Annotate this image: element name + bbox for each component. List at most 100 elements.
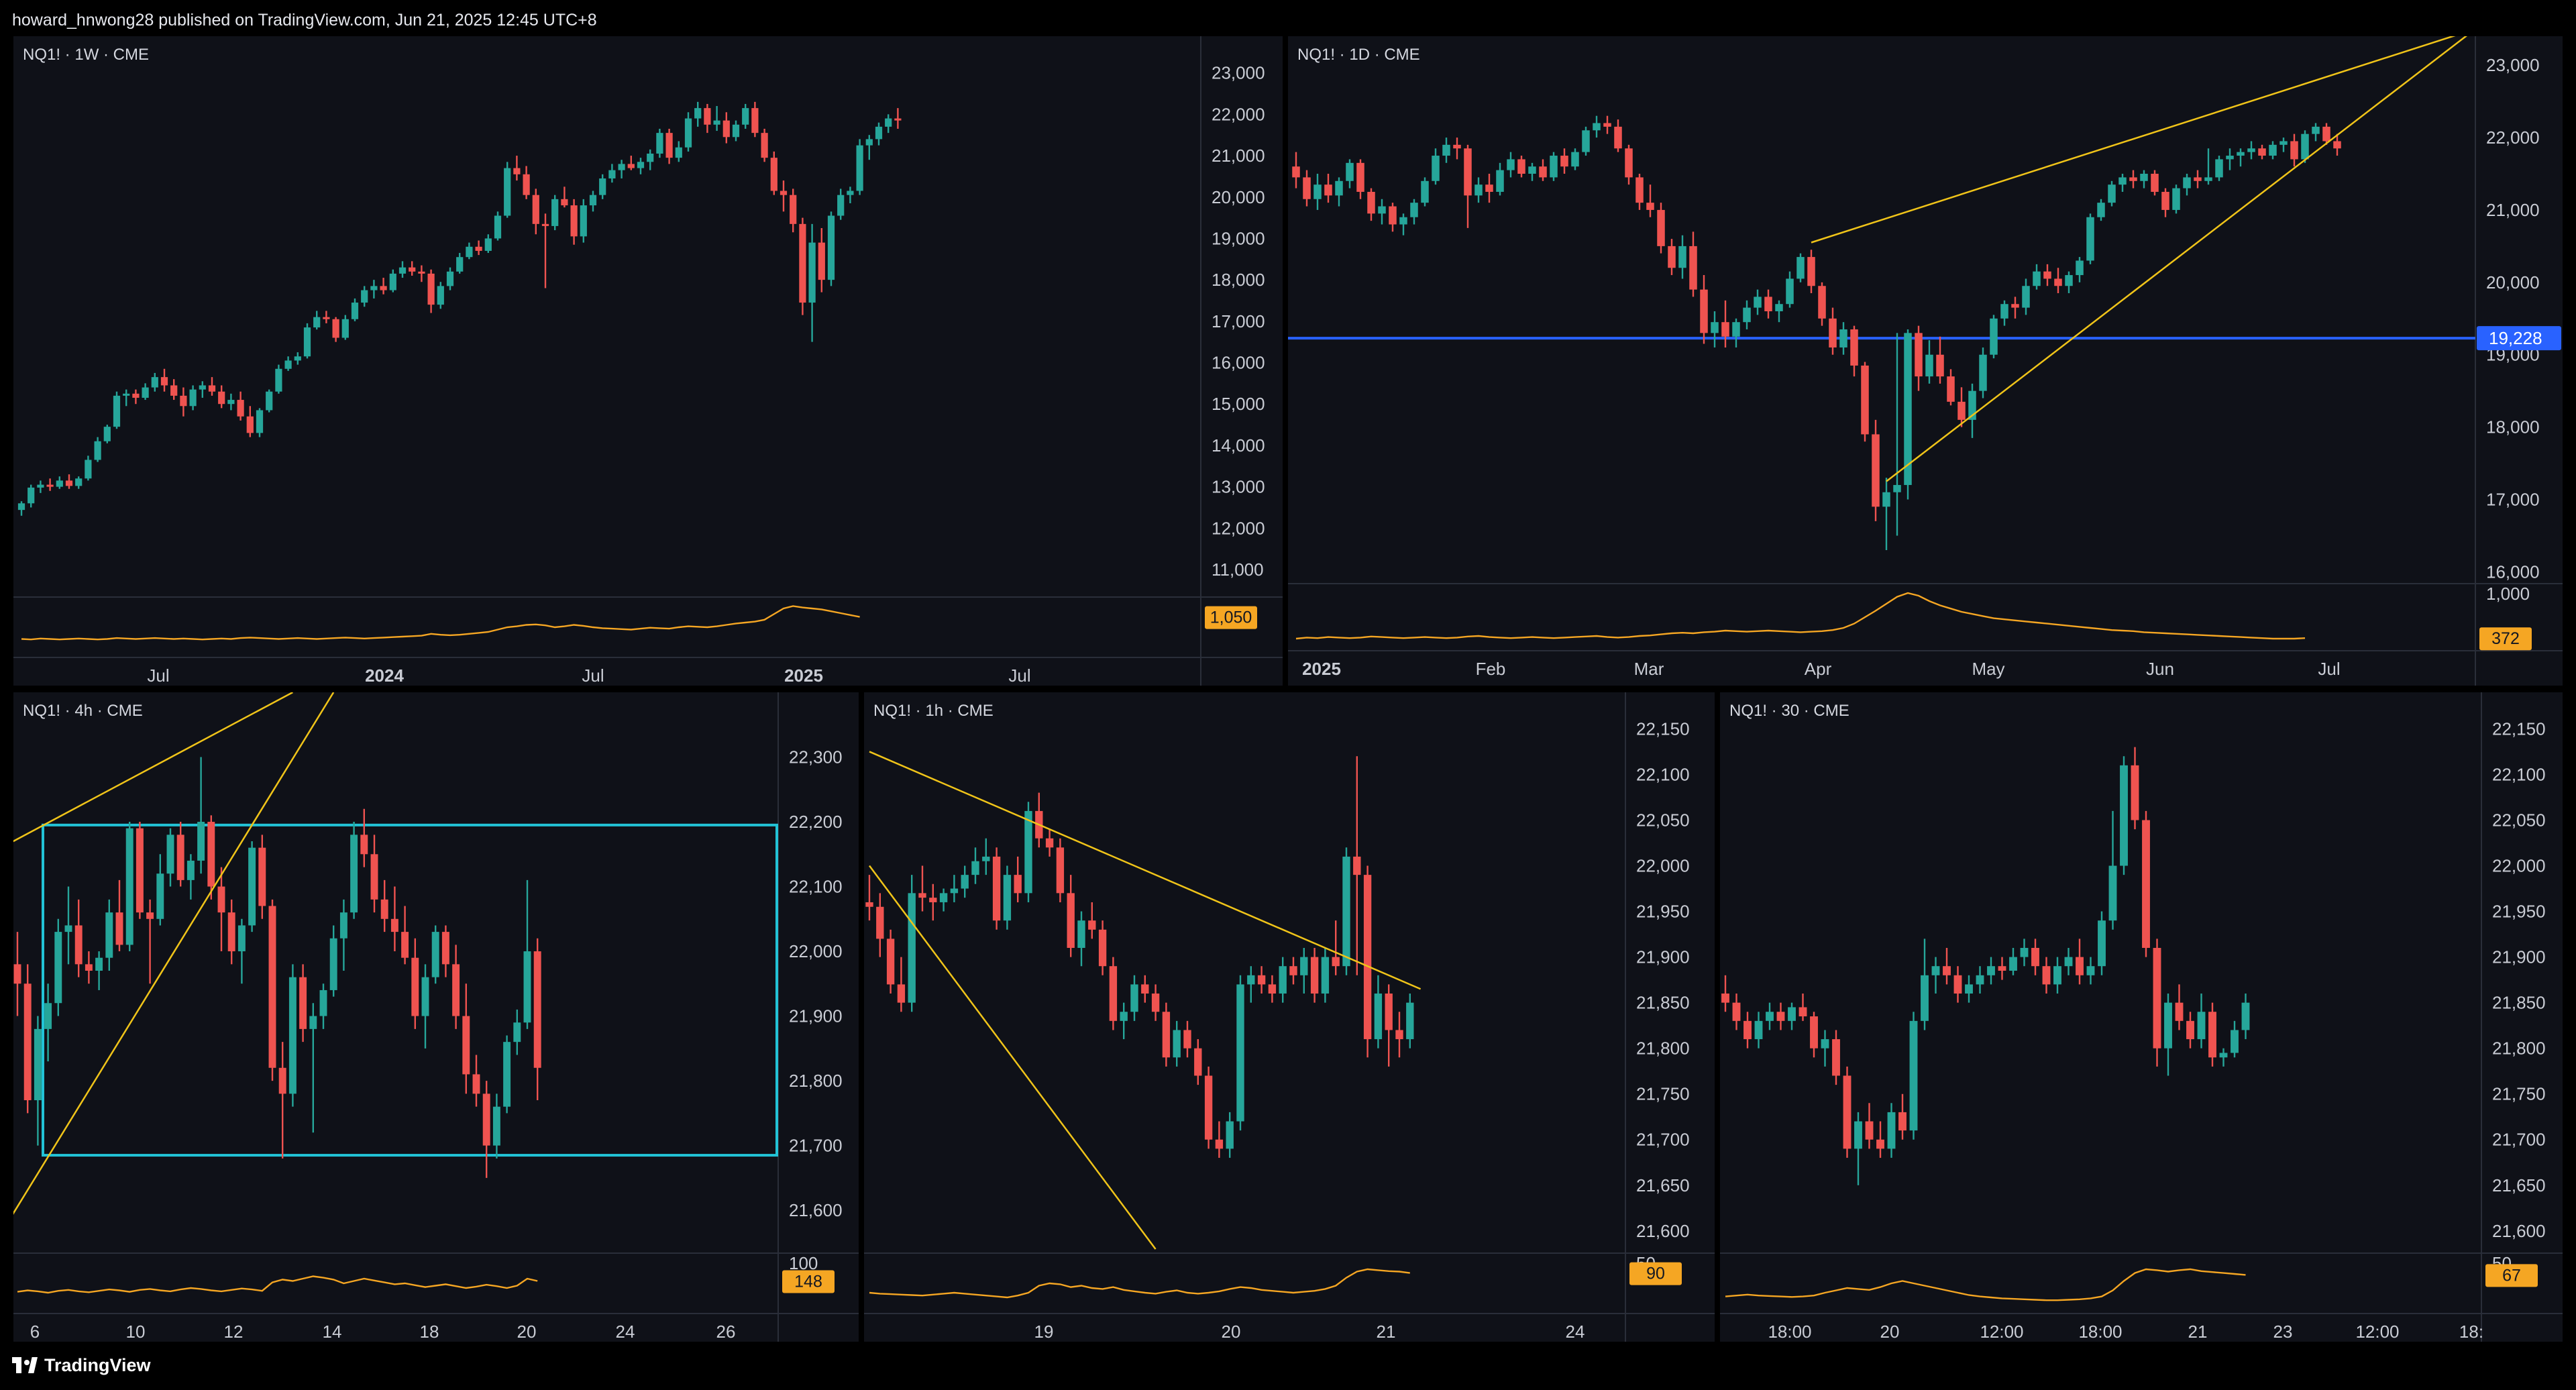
candle-body[interactable]	[1268, 984, 1277, 994]
candle-body[interactable]	[180, 395, 187, 407]
candle-body[interactable]	[1442, 144, 1450, 156]
candle-body[interactable]	[1861, 365, 1869, 435]
candle-body[interactable]	[1151, 994, 1160, 1012]
candle-body[interactable]	[268, 906, 276, 1068]
candle-body[interactable]	[1799, 1007, 1807, 1017]
candle-body[interactable]	[780, 191, 788, 195]
candle-body[interactable]	[1921, 975, 1929, 1021]
candle-body[interactable]	[284, 360, 292, 369]
candle-body[interactable]	[1947, 376, 1955, 402]
candle-body[interactable]	[1528, 166, 1536, 174]
candle-body[interactable]	[971, 861, 979, 875]
candle-body[interactable]	[665, 133, 673, 158]
candle-body[interactable]	[1313, 184, 1322, 199]
candle-body[interactable]	[1517, 159, 1525, 174]
trend-line[interactable]	[13, 692, 335, 1223]
candle-body[interactable]	[1292, 166, 1300, 178]
candle-body[interactable]	[1141, 984, 1149, 994]
candle-body[interactable]	[961, 875, 969, 889]
candle-body[interactable]	[1754, 297, 1762, 308]
candle-body[interactable]	[278, 1067, 286, 1094]
range-box[interactable]	[42, 823, 778, 1157]
candle-body[interactable]	[189, 389, 197, 407]
candle-body[interactable]	[1130, 984, 1138, 1012]
candle-body[interactable]	[427, 273, 435, 305]
candle-body[interactable]	[398, 267, 407, 274]
candle-body[interactable]	[1353, 856, 1361, 875]
chart-pane-weekly[interactable]: 23,000 22,000 21,000 20,000 19,000 18,000 17,0…	[13, 36, 1283, 686]
candle-body[interactable]	[44, 1003, 52, 1029]
candle-body[interactable]	[1788, 1007, 1796, 1021]
candle-body[interactable]	[656, 133, 663, 154]
candle-body[interactable]	[1943, 966, 1951, 975]
candle-body[interactable]	[1321, 957, 1330, 994]
candle-body[interactable]	[1014, 875, 1022, 894]
candle-body[interactable]	[85, 460, 92, 479]
candle-body[interactable]	[294, 356, 301, 361]
chart-pane-1h[interactable]: 22,150 22,100 22,050 22,000 21,950 21,900 21,8…	[864, 692, 1715, 1342]
tradingview-footer[interactable]: TradingView	[12, 1354, 151, 1377]
candle-body[interactable]	[950, 888, 959, 894]
candle-body[interactable]	[1732, 322, 1740, 337]
candle-body[interactable]	[2153, 947, 2161, 1049]
candle-body[interactable]	[54, 932, 62, 1004]
candle-body[interactable]	[1389, 206, 1397, 225]
candle-body[interactable]	[1571, 152, 1579, 167]
candle-body[interactable]	[827, 215, 835, 280]
candle-body[interactable]	[1453, 144, 1461, 149]
candle-body[interactable]	[2333, 141, 2341, 149]
trend-line[interactable]	[869, 751, 1421, 990]
candle-body[interactable]	[503, 1042, 511, 1107]
candle-body[interactable]	[2142, 820, 2150, 948]
candle-body[interactable]	[1850, 329, 1858, 366]
candle-body[interactable]	[1485, 184, 1493, 192]
candle-body[interactable]	[1965, 984, 1973, 994]
candle-body[interactable]	[704, 108, 711, 125]
candle-body[interactable]	[1893, 484, 1901, 492]
candle-body[interactable]	[186, 860, 195, 880]
candle-body[interactable]	[856, 145, 863, 191]
trend-line[interactable]	[13, 692, 293, 845]
candle-body[interactable]	[1410, 203, 1418, 217]
candle-body[interactable]	[1162, 1012, 1171, 1058]
candle-body[interactable]	[847, 191, 854, 195]
candle-body[interactable]	[982, 856, 990, 861]
candle-body[interactable]	[1764, 297, 1772, 311]
candle-body[interactable]	[309, 1016, 317, 1029]
candle-body[interactable]	[533, 951, 541, 1068]
candle-body[interactable]	[103, 427, 111, 441]
candle-body[interactable]	[462, 1016, 470, 1075]
candle-body[interactable]	[1496, 170, 1504, 192]
candle-body[interactable]	[34, 1028, 42, 1101]
candle-body[interactable]	[37, 484, 44, 488]
candle-body[interactable]	[2086, 966, 2095, 975]
candle-body[interactable]	[256, 410, 264, 433]
candle-body[interactable]	[2043, 271, 2051, 279]
candle-body[interactable]	[1289, 966, 1297, 975]
trend-line[interactable]	[1886, 36, 2475, 482]
candle-body[interactable]	[580, 205, 587, 237]
candle-body[interactable]	[589, 195, 597, 206]
candle-body[interactable]	[2108, 865, 2117, 921]
candle-body[interactable]	[482, 1093, 490, 1146]
candle-body[interactable]	[1821, 1039, 1829, 1049]
candle-body[interactable]	[275, 368, 282, 392]
candle-body[interactable]	[1236, 984, 1244, 1122]
candle-body[interactable]	[1399, 217, 1407, 225]
candle-body[interactable]	[1374, 994, 1383, 1040]
candle-body[interactable]	[886, 939, 895, 985]
trend-line[interactable]	[1811, 36, 2475, 244]
candle-body[interactable]	[142, 387, 149, 398]
candle-body[interactable]	[865, 902, 873, 907]
candle-body[interactable]	[541, 223, 549, 226]
candle-body[interactable]	[418, 271, 425, 274]
candle-body[interactable]	[885, 118, 892, 127]
candle-body[interactable]	[85, 964, 93, 971]
candle-body[interactable]	[2020, 947, 2029, 957]
candle-body[interactable]	[437, 286, 444, 305]
candle-body[interactable]	[2183, 177, 2191, 189]
candle-body[interactable]	[160, 377, 168, 386]
candle-body[interactable]	[46, 484, 54, 487]
chart-canvas[interactable]: 23,000 22,000 21,000 20,000 19,000 18,000 17,0…	[13, 36, 1283, 686]
candle-body[interactable]	[837, 195, 845, 216]
